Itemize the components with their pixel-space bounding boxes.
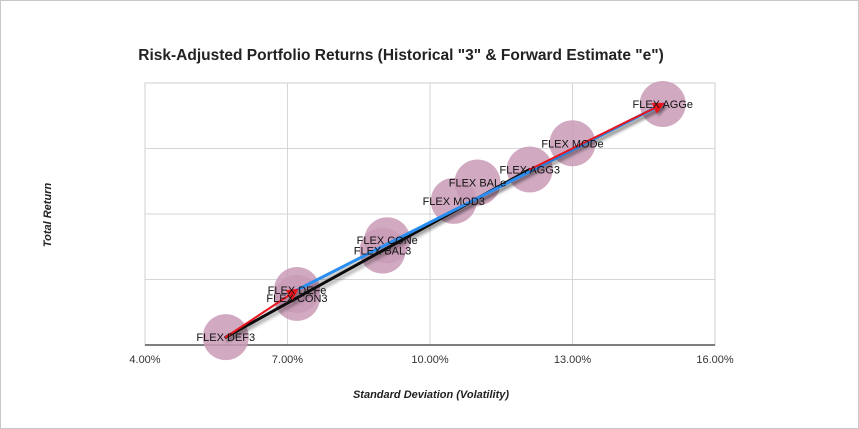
- data-point-bubble: [454, 159, 501, 206]
- x-tick-label: 13.00%: [554, 354, 592, 366]
- data-point-label: FLEX MODe: [541, 138, 603, 150]
- transition-line: [528, 102, 665, 171]
- data-point-label: FLEX CON3: [266, 293, 327, 305]
- data-point-label: FLEX DEF3: [196, 332, 255, 344]
- data-point-label: FLEX BALe: [449, 178, 506, 190]
- transition-line: [224, 288, 300, 339]
- data-point-label: FLEX BAL3: [354, 246, 411, 258]
- data-point-label: FLEX AGG3: [499, 164, 560, 176]
- x-tick-label: 4.00%: [129, 354, 160, 366]
- x-tick-label: 16.00%: [696, 354, 734, 366]
- data-point-label: FLEX DEFe: [268, 285, 327, 297]
- x-axis-label: Standard Deviation (Volatility): [352, 389, 510, 401]
- data-point-label: FLEX CONe: [357, 235, 418, 247]
- trend-lines: [224, 102, 665, 339]
- x-tick-label: 10.00%: [411, 354, 449, 366]
- chart-title: Risk-Adjusted Portfolio Returns (Histori…: [138, 47, 664, 64]
- x-tick-label: 7.00%: [272, 354, 303, 366]
- x-ticks: 4.00% 7.00% 10.00% 13.00% 16.00%: [129, 354, 733, 366]
- data-point-label: FLEX AGGe: [632, 99, 693, 111]
- data-point-label: FLEX MOD3: [423, 196, 485, 208]
